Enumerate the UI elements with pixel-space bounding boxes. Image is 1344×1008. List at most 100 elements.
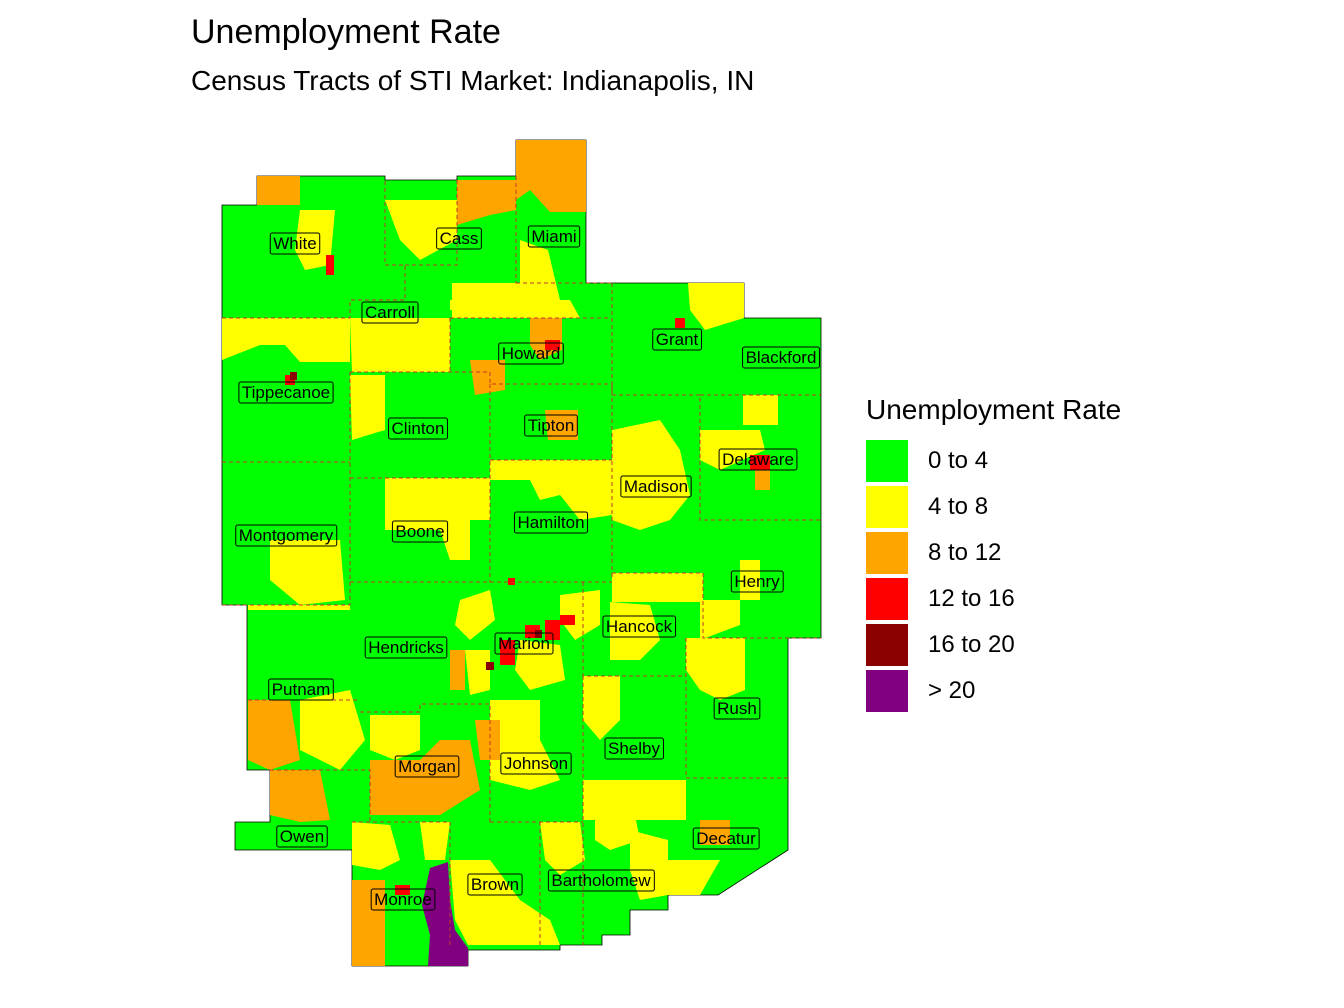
- legend-swatch: [866, 670, 908, 712]
- county-label-box: [394, 755, 460, 778]
- county-label-grant: Grant: [652, 328, 703, 351]
- county-label-box: [620, 475, 692, 498]
- county-label-text: Clinton: [392, 419, 445, 438]
- county-label-owen: Owen: [276, 825, 328, 848]
- county-label-text: Cass: [440, 229, 479, 248]
- county-label-henry: Henry: [730, 570, 784, 593]
- county-label-box: [527, 225, 581, 248]
- county-label-text: Hancock: [606, 617, 673, 636]
- county-label-text: Tippecanoe: [242, 383, 330, 402]
- county-label-carroll: Carroll: [361, 301, 419, 324]
- county-boundaries: [222, 176, 821, 945]
- legend-title: Unemployment Rate: [866, 394, 1122, 425]
- county-label-text: White: [273, 234, 316, 253]
- county-label-decatur: Decatur: [692, 827, 760, 850]
- legend-item: 16 to 20: [866, 622, 1121, 668]
- county-label-monroe: Monroe: [370, 888, 436, 911]
- legend-item: 12 to 16: [866, 576, 1121, 622]
- county-label-text: Grant: [656, 330, 699, 349]
- county-label-box: [498, 342, 564, 365]
- map-subtitle: Census Tracts of STI Market: Indianapoli…: [191, 65, 755, 96]
- county-labels: White Cass Miami Carroll Grant Howard Blackfor…: [235, 225, 820, 911]
- county-label-box: [692, 827, 760, 850]
- legend-label: 4 to 8: [928, 493, 989, 520]
- county-label-clinton: Clinton: [388, 417, 448, 440]
- county-label-box: [269, 232, 321, 255]
- county-label-montgomery: Montgomery: [235, 524, 338, 547]
- county-label-text: Delaware: [722, 450, 794, 469]
- county-label-box: [238, 381, 334, 404]
- county-label-box: [235, 524, 338, 547]
- county-label-text: Morgan: [398, 757, 456, 776]
- tracts-16-to-20: [290, 372, 542, 670]
- legend-item: > 20: [866, 668, 1121, 714]
- county-label-text: Putnam: [272, 680, 331, 699]
- county-label-text: Hendricks: [368, 638, 444, 657]
- county-label-text: Madison: [624, 477, 688, 496]
- legend-swatch: [866, 440, 908, 482]
- county-label-text: Boone: [395, 522, 444, 541]
- county-label-tipton: Tipton: [524, 414, 578, 437]
- county-label-marion: Marion: [494, 632, 554, 655]
- county-label-box: [713, 697, 761, 720]
- county-label-tippecanoe: Tippecanoe: [238, 381, 334, 404]
- county-label-text: Rush: [717, 699, 757, 718]
- legend-items: 0 to 4 4 to 8 8 to 12 12 to 16 16 to 20 …: [866, 438, 1121, 714]
- county-label-box: [276, 825, 328, 848]
- county-label-shelby: Shelby: [604, 737, 664, 760]
- county-label-rush: Rush: [713, 697, 761, 720]
- county-label-box: [547, 869, 655, 892]
- legend-item: 4 to 8: [866, 484, 1121, 530]
- legend-swatch: [866, 624, 908, 666]
- county-label-text: Owen: [280, 827, 324, 846]
- county-label-brown: Brown: [467, 873, 523, 896]
- county-label-miami: Miami: [527, 225, 581, 248]
- legend-swatch: [866, 532, 908, 574]
- county-label-madison: Madison: [620, 475, 692, 498]
- county-label-text: Blackford: [746, 348, 817, 367]
- county-label-text: Hamilton: [517, 513, 584, 532]
- county-label-text: Bartholomew: [551, 871, 651, 890]
- legend-swatch: [866, 486, 908, 528]
- legend-item: 0 to 4: [866, 438, 1121, 484]
- county-label-boone: Boone: [391, 520, 449, 543]
- county-label-cass: Cass: [436, 227, 482, 250]
- county-label-box: [370, 888, 436, 911]
- county-label-box: [388, 417, 448, 440]
- county-label-box: [513, 511, 589, 534]
- county-label-box: [361, 301, 419, 324]
- county-label-box: [268, 678, 334, 701]
- county-label-box: [730, 570, 784, 593]
- county-label-text: Johnson: [504, 754, 568, 773]
- county-label-text: Howard: [502, 344, 561, 363]
- county-label-box: [436, 227, 482, 250]
- county-label-text: Brown: [471, 875, 519, 894]
- county-label-box: [467, 873, 523, 896]
- county-label-text: Decatur: [696, 829, 756, 848]
- map-title: Unemployment Rate: [191, 13, 501, 51]
- county-label-putnam: Putnam: [268, 678, 334, 701]
- legend-label: 12 to 16: [928, 585, 1015, 612]
- county-label-box: [524, 414, 578, 437]
- county-label-morgan: Morgan: [394, 755, 460, 778]
- county-label-text: Henry: [734, 572, 780, 591]
- county-label-hancock: Hancock: [602, 615, 677, 638]
- county-label-box: [494, 632, 554, 655]
- county-label-text: Miami: [531, 227, 576, 246]
- county-label-text: Marion: [498, 634, 550, 653]
- county-label-box: [652, 328, 703, 351]
- legend-label: 8 to 12: [928, 539, 1002, 566]
- legend-item: 8 to 12: [866, 530, 1121, 576]
- county-label-hamilton: Hamilton: [513, 511, 589, 534]
- county-label-box: [604, 737, 664, 760]
- county-label-box: [602, 615, 677, 638]
- county-label-text: Monroe: [374, 890, 432, 909]
- county-label-text: Tipton: [528, 416, 575, 435]
- county-label-hendricks: Hendricks: [364, 636, 448, 659]
- county-label-howard: Howard: [498, 342, 564, 365]
- legend-swatch: [866, 578, 908, 620]
- legend-label: 16 to 20: [928, 631, 1015, 658]
- county-label-box: [500, 752, 572, 775]
- county-label-text: Carroll: [365, 303, 415, 322]
- county-label-white: White: [269, 232, 321, 255]
